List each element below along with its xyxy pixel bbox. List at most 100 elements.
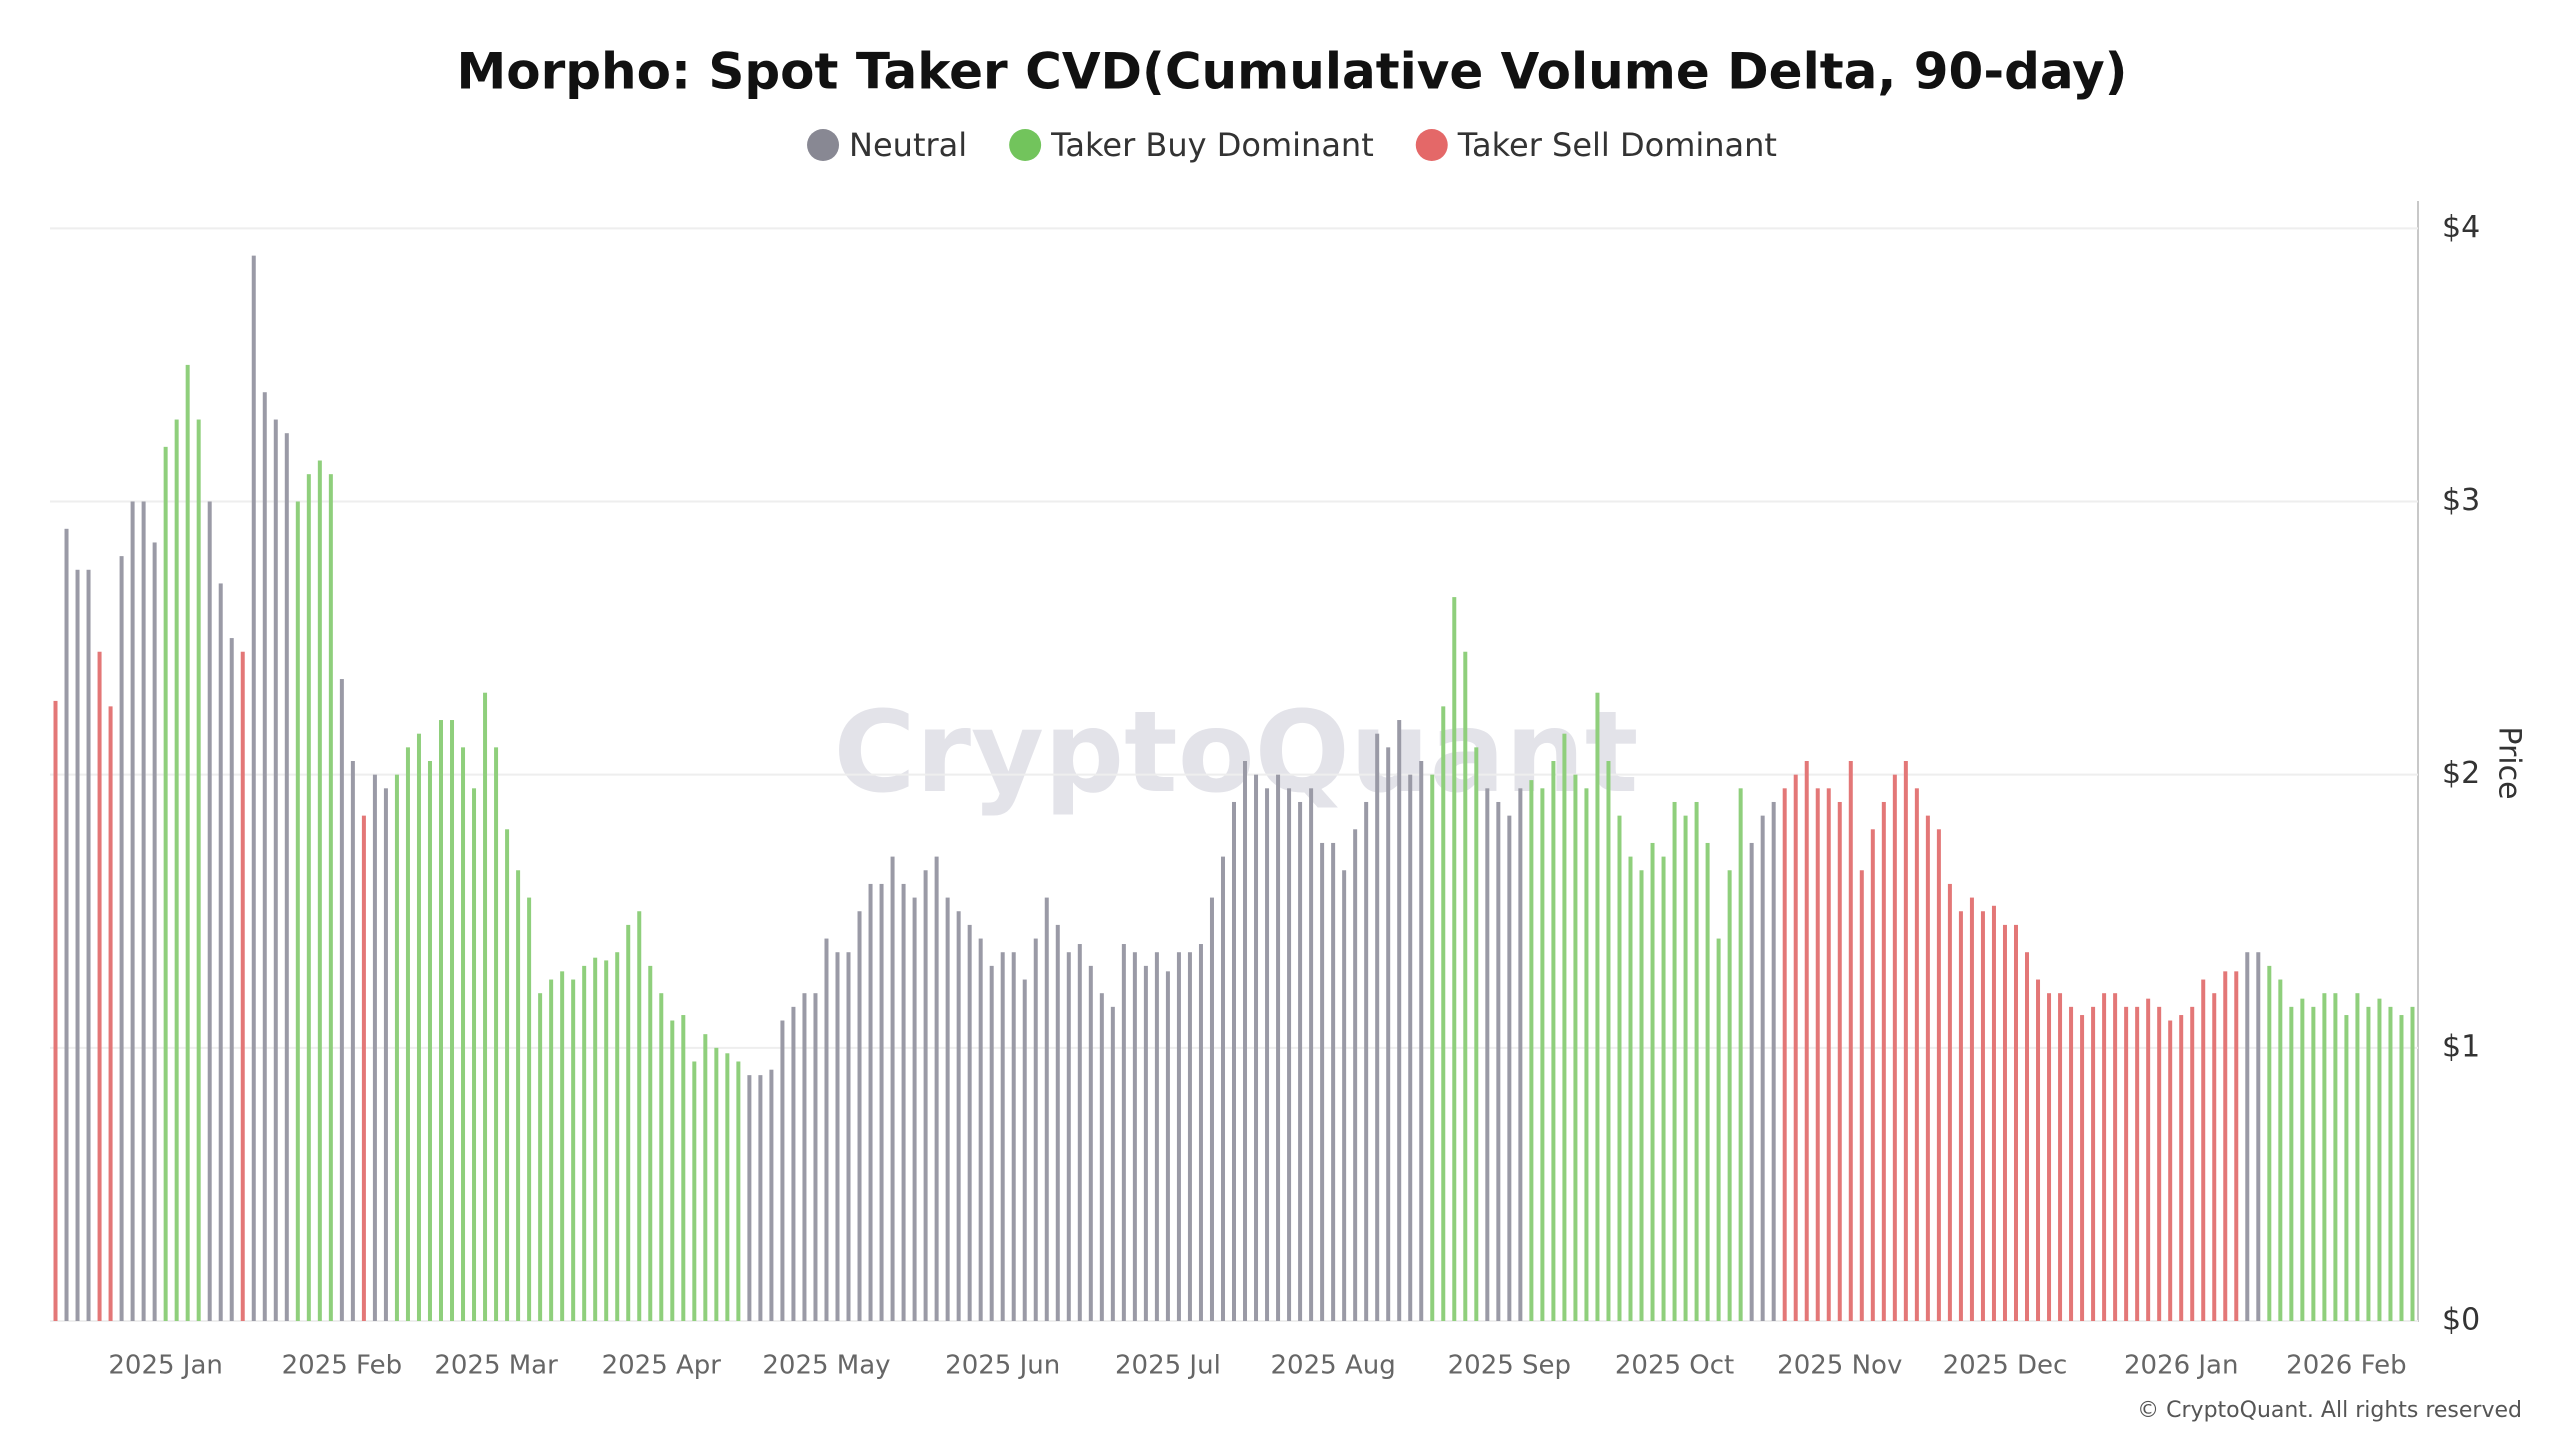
bar xyxy=(736,1061,741,1321)
bar xyxy=(2013,924,2018,1321)
bar xyxy=(185,364,190,1321)
bar xyxy=(1176,952,1181,1321)
bar xyxy=(934,856,939,1321)
x-tick-label: 2025 Feb xyxy=(282,1351,402,1381)
bar xyxy=(2289,1006,2294,1321)
bar xyxy=(1463,651,1468,1321)
legend: Neutral Taker Buy Dominant Taker Sell Domi… xyxy=(807,126,1777,164)
bar xyxy=(890,856,895,1321)
bar xyxy=(1496,801,1501,1321)
bar xyxy=(2157,1006,2162,1321)
bar xyxy=(923,870,928,1321)
bar xyxy=(75,569,80,1321)
bar xyxy=(2002,924,2007,1321)
bar xyxy=(1187,952,1192,1321)
bar xyxy=(1617,815,1622,1321)
bar xyxy=(571,979,576,1321)
bar xyxy=(2234,971,2239,1321)
bar xyxy=(681,1015,686,1321)
bar xyxy=(1386,747,1391,1321)
bar xyxy=(1044,897,1049,1321)
bar xyxy=(989,965,994,1321)
bar xyxy=(1958,911,1963,1321)
bar xyxy=(472,788,477,1321)
bar xyxy=(2311,1006,2316,1321)
bar xyxy=(1055,924,1060,1321)
bar xyxy=(1143,965,1148,1321)
bar xyxy=(86,569,91,1321)
bar xyxy=(1650,842,1655,1321)
bar xyxy=(2212,993,2217,1321)
bar xyxy=(1782,788,1787,1321)
bar xyxy=(1771,801,1776,1321)
bar xyxy=(1110,1006,1115,1321)
bar xyxy=(2025,952,2030,1321)
bar xyxy=(1980,911,1985,1321)
bar xyxy=(725,1053,730,1321)
bar xyxy=(1716,938,1721,1321)
bar xyxy=(2190,1006,2195,1321)
bar xyxy=(505,829,510,1321)
bar xyxy=(1507,815,1512,1321)
bar xyxy=(2091,1006,2096,1321)
bar xyxy=(2047,993,2052,1321)
bar xyxy=(2102,993,2107,1321)
bar xyxy=(1022,979,1027,1321)
bar xyxy=(1287,788,1292,1321)
bar xyxy=(1000,952,1005,1321)
legend-marker xyxy=(1415,129,1448,161)
bar xyxy=(1474,747,1479,1321)
bar xyxy=(813,993,818,1321)
bar xyxy=(328,474,333,1321)
bar xyxy=(119,556,124,1321)
watermark: CryptoQuant xyxy=(834,688,1639,818)
bar xyxy=(1331,842,1336,1321)
bar xyxy=(637,911,642,1321)
bar xyxy=(901,883,906,1321)
bar xyxy=(1485,788,1490,1321)
bar xyxy=(615,952,620,1321)
bar xyxy=(1804,761,1809,1321)
bar xyxy=(350,761,355,1321)
bar xyxy=(604,960,609,1321)
bar xyxy=(1099,993,1104,1321)
bar xyxy=(1165,971,1170,1321)
bar xyxy=(2058,993,2063,1321)
bar xyxy=(273,419,278,1321)
bar xyxy=(1276,774,1281,1321)
bar xyxy=(659,993,664,1321)
y-axis-label: Price xyxy=(2492,726,2527,799)
bar xyxy=(483,692,488,1321)
bar xyxy=(560,971,565,1321)
bar xyxy=(1969,897,1974,1321)
bar xyxy=(1198,944,1203,1321)
bar xyxy=(438,720,443,1321)
legend-label: Neutral xyxy=(849,126,967,164)
bar xyxy=(2036,979,2041,1321)
bar xyxy=(1364,801,1369,1321)
bar xyxy=(802,993,807,1321)
bar xyxy=(1232,801,1236,1321)
bar xyxy=(97,651,102,1321)
bar xyxy=(1606,761,1611,1321)
bar xyxy=(2278,979,2283,1321)
bar xyxy=(1936,829,1941,1321)
bar xyxy=(1320,842,1325,1321)
x-tick-label: 2025 Mar xyxy=(434,1351,558,1381)
bar xyxy=(714,1047,719,1321)
bar xyxy=(1892,774,1897,1321)
bar xyxy=(1540,788,1545,1321)
bar xyxy=(1011,952,1016,1321)
bar xyxy=(240,651,245,1321)
bar xyxy=(1441,706,1446,1321)
bar xyxy=(306,474,311,1321)
bar xyxy=(835,952,840,1321)
chart-title: Morpho: Spot Taker CVD(Cumulative Volume… xyxy=(456,43,2127,101)
bar xyxy=(2366,1006,2371,1321)
x-tick-label: 2026 Feb xyxy=(2286,1351,2406,1381)
bar xyxy=(824,938,829,1321)
bar xyxy=(1727,870,1732,1321)
bar xyxy=(1672,801,1677,1321)
bar xyxy=(2146,998,2151,1321)
bar xyxy=(692,1061,697,1321)
